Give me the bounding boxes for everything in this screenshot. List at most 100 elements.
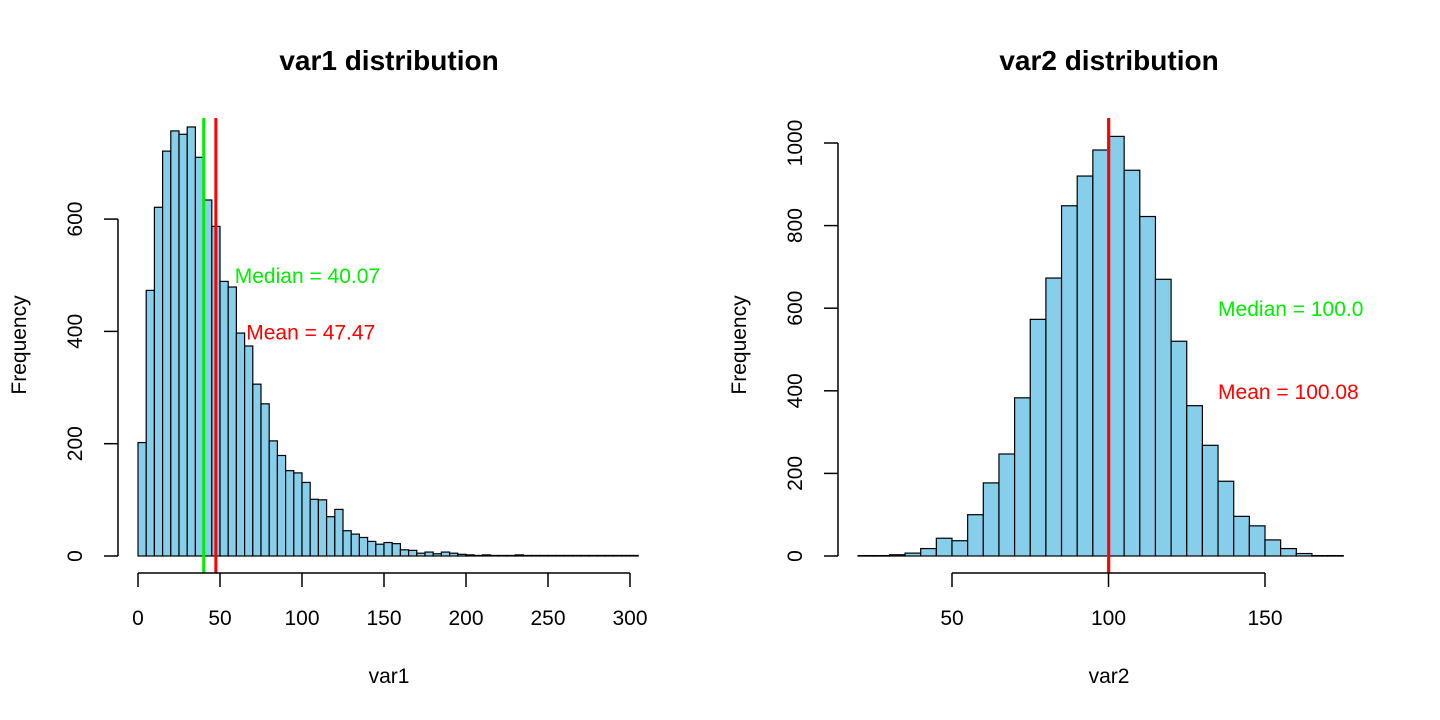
- x-tick-label: 100: [1091, 607, 1126, 630]
- x-tick-label: 150: [1247, 607, 1282, 630]
- histogram-bar: [588, 554, 598, 557]
- y-tick-label: 0: [784, 550, 807, 562]
- bars: [137, 126, 639, 557]
- x-tick-label: 50: [208, 607, 231, 630]
- mean-annotation: Mean = 100.08: [1218, 381, 1359, 404]
- median-annotation: Median = 100.0: [1218, 298, 1363, 321]
- histogram-bar: [268, 440, 279, 557]
- histogram-bar: [457, 553, 467, 557]
- histogram-bar: [481, 554, 492, 557]
- histogram-bar: [1013, 397, 1031, 557]
- histogram-bar: [358, 536, 369, 557]
- histogram-bar: [391, 543, 402, 557]
- y-tick-label: 600: [784, 291, 807, 326]
- annotations: Median = 100.0 Mean = 100.08: [1218, 298, 1363, 404]
- var1-histogram-panel: var1 distribution var1 Frequency 0 50 100 1…: [8, 45, 648, 688]
- histogram-bar: [522, 554, 533, 557]
- histogram-bar: [571, 554, 582, 557]
- x-tick-label: 0: [132, 607, 144, 630]
- y-axis-label: Frequency: [8, 295, 31, 395]
- x-tick-label: 200: [448, 607, 483, 630]
- histogram-bar: [951, 540, 969, 557]
- histogram-bar: [1295, 552, 1313, 557]
- histogram-bar: [555, 554, 566, 557]
- histogram-bar: [1107, 135, 1125, 557]
- mean-annotation: Mean = 47.47: [246, 321, 375, 344]
- histogram-bar: [888, 554, 906, 557]
- chart-title: var1 distribution: [279, 45, 498, 76]
- y-tick-label: 800: [784, 208, 807, 243]
- histogram-bar: [285, 470, 295, 557]
- histogram-bar: [276, 454, 287, 557]
- histogram-bar: [604, 554, 615, 557]
- histogram-bar: [326, 516, 336, 557]
- histogram-bar: [1186, 405, 1203, 557]
- histogram-bar: [1248, 525, 1266, 557]
- y-tick-label: 200: [784, 456, 807, 491]
- histogram-bar: [449, 552, 459, 557]
- histogram-bar: [1123, 169, 1141, 557]
- histogram-bar: [1154, 278, 1172, 557]
- histogram-bar: [1233, 515, 1250, 557]
- histogram-bar: [1201, 444, 1219, 557]
- histogram-bar: [506, 554, 516, 557]
- reference-lines: [202, 118, 218, 573]
- histogram-bar: [967, 514, 984, 557]
- histogram-bar: [998, 453, 1016, 557]
- x-axis-label: var1: [369, 665, 410, 688]
- histogram-bar: [1139, 215, 1157, 557]
- y-tick-label: 400: [64, 314, 87, 349]
- histogram-bar: [1076, 175, 1094, 557]
- y-tick-label: 400: [784, 373, 807, 408]
- x-tick-label: 100: [284, 607, 319, 630]
- histogram-bar: [301, 481, 311, 557]
- histogram-bar: [498, 554, 508, 557]
- histogram-bar: [153, 206, 164, 557]
- histogram-bar: [252, 383, 262, 557]
- y-axis-label: Frequency: [728, 295, 751, 395]
- x-axis: 50 100 150: [940, 572, 1283, 630]
- histogram-bar: [424, 551, 434, 557]
- bars: [857, 135, 1344, 557]
- x-tick-label: 50: [940, 607, 963, 630]
- histogram-bar: [580, 554, 590, 557]
- histogram-bar: [1311, 554, 1329, 557]
- histogram-bar: [1029, 318, 1047, 557]
- histogram-bar: [170, 130, 180, 557]
- histogram-bar: [1045, 277, 1063, 557]
- histogram-bar: [186, 126, 196, 557]
- histogram-bar: [334, 508, 344, 557]
- histogram-bar: [1217, 480, 1235, 557]
- histogram-bar: [399, 549, 410, 557]
- histogram-bar: [367, 540, 377, 557]
- histogram-bar: [219, 280, 229, 557]
- histogram-bar: [432, 553, 443, 557]
- histogram-bar: [547, 554, 557, 557]
- x-tick-label: 150: [366, 607, 401, 630]
- median-annotation: Median = 40.07: [235, 265, 380, 288]
- histogram-bar: [309, 498, 320, 557]
- histogram-bar: [293, 472, 303, 557]
- histogram-bar: [473, 554, 484, 557]
- y-tick-label: 200: [64, 426, 87, 461]
- x-tick-label: 300: [612, 607, 647, 630]
- histogram-bar: [935, 537, 953, 557]
- histogram-bar: [383, 541, 393, 557]
- y-tick-label: 0: [64, 550, 87, 562]
- y-tick-label: 1000: [784, 120, 807, 167]
- histogram-bar: [873, 554, 890, 557]
- histogram-bar: [178, 133, 188, 557]
- x-axis-label: var2: [1089, 665, 1130, 688]
- histogram-bar: [317, 499, 328, 557]
- var2-histogram-panel: var2 distribution var2 Frequency 50 100 15…: [728, 45, 1363, 688]
- histogram-bar: [1092, 149, 1110, 557]
- histogram-bar: [1326, 554, 1344, 557]
- histogram-bar: [227, 286, 237, 557]
- histogram-bar: [416, 552, 426, 557]
- histogram-bar: [563, 554, 574, 557]
- histogram-bar: [235, 332, 246, 557]
- histogram-bar: [904, 552, 922, 557]
- histogram-bar: [612, 554, 623, 557]
- histogram-bar: [1264, 539, 1282, 557]
